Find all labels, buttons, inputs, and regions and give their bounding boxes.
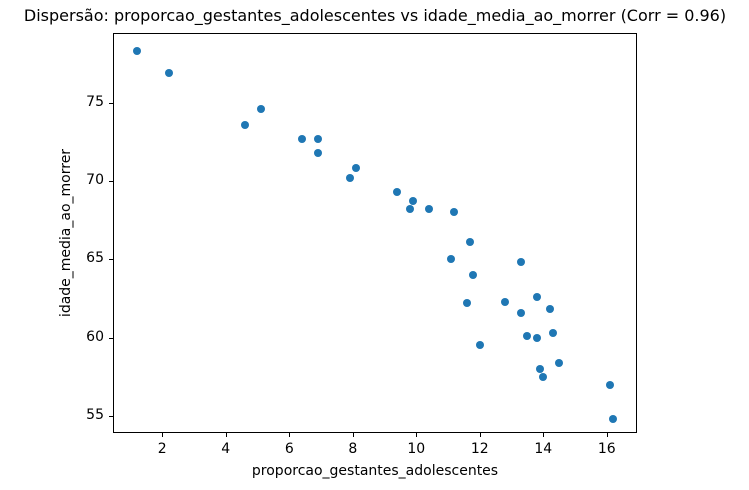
x-tick-mark xyxy=(289,433,291,437)
x-tick-mark xyxy=(479,433,481,437)
scatter-point xyxy=(240,120,249,129)
x-tick-label: 4 xyxy=(221,441,231,457)
x-tick-mark xyxy=(543,433,545,437)
y-tick-mark xyxy=(109,259,113,261)
x-tick-mark xyxy=(162,433,164,437)
y-tick-mark xyxy=(109,180,113,182)
plot-area xyxy=(113,33,637,433)
y-tick-mark xyxy=(109,337,113,339)
x-tick-label: 8 xyxy=(348,441,358,457)
scatter-point xyxy=(536,364,545,373)
x-tick-label: 2 xyxy=(157,441,167,457)
scatter-point xyxy=(523,331,532,340)
scatter-point xyxy=(517,258,526,267)
scatter-point xyxy=(501,297,510,306)
scatter-point xyxy=(466,238,475,246)
y-tick-label: 55 xyxy=(86,406,104,423)
scatter-point xyxy=(463,299,472,308)
y-tick-label: 75 xyxy=(86,93,104,110)
scatter-point xyxy=(469,270,478,279)
x-tick-mark xyxy=(606,433,608,437)
scatter-point xyxy=(313,148,322,157)
x-tick-label: 10 xyxy=(407,441,426,457)
scatter-point xyxy=(533,292,541,301)
scatter-point xyxy=(256,104,265,113)
chart-title: Dispersão: proporcao_gestantes_adolescen… xyxy=(23,6,727,25)
scatter-point xyxy=(425,205,433,214)
scatter-point xyxy=(393,187,402,196)
y-tick-label: 70 xyxy=(86,171,104,188)
x-axis-label: proporcao_gestantes_adolescentes xyxy=(251,463,499,479)
scatter-point xyxy=(313,134,322,143)
scatter-point xyxy=(405,205,414,214)
scatter-point xyxy=(450,208,459,217)
scatter-point xyxy=(517,308,526,317)
scatter-point xyxy=(345,173,354,182)
scatter-point xyxy=(539,372,548,381)
scatter-point xyxy=(409,197,418,206)
x-tick-mark xyxy=(225,433,227,437)
scatter-point xyxy=(555,358,564,367)
y-tick-mark xyxy=(109,415,113,417)
x-tick-mark xyxy=(416,433,418,437)
x-tick-label: 14 xyxy=(534,441,553,457)
scatter-point xyxy=(545,305,554,314)
x-tick-label: 16 xyxy=(597,441,616,457)
scatter-point xyxy=(447,255,456,264)
scatter-point xyxy=(475,341,484,350)
scatter-point xyxy=(533,333,541,342)
scatter-point xyxy=(351,164,360,173)
scatter-point xyxy=(609,414,618,423)
y-tick-label: 60 xyxy=(86,328,104,345)
scatter-point xyxy=(548,328,557,337)
x-tick-label: 12 xyxy=(470,441,489,457)
scatter-point xyxy=(298,134,306,143)
x-tick-label: 6 xyxy=(284,441,294,457)
x-tick-mark xyxy=(352,433,354,437)
scatter-point xyxy=(606,380,614,389)
y-tick-label: 65 xyxy=(86,250,104,267)
scatter-point xyxy=(164,68,173,77)
scatter-point xyxy=(132,47,141,55)
y-tick-mark xyxy=(109,102,113,104)
